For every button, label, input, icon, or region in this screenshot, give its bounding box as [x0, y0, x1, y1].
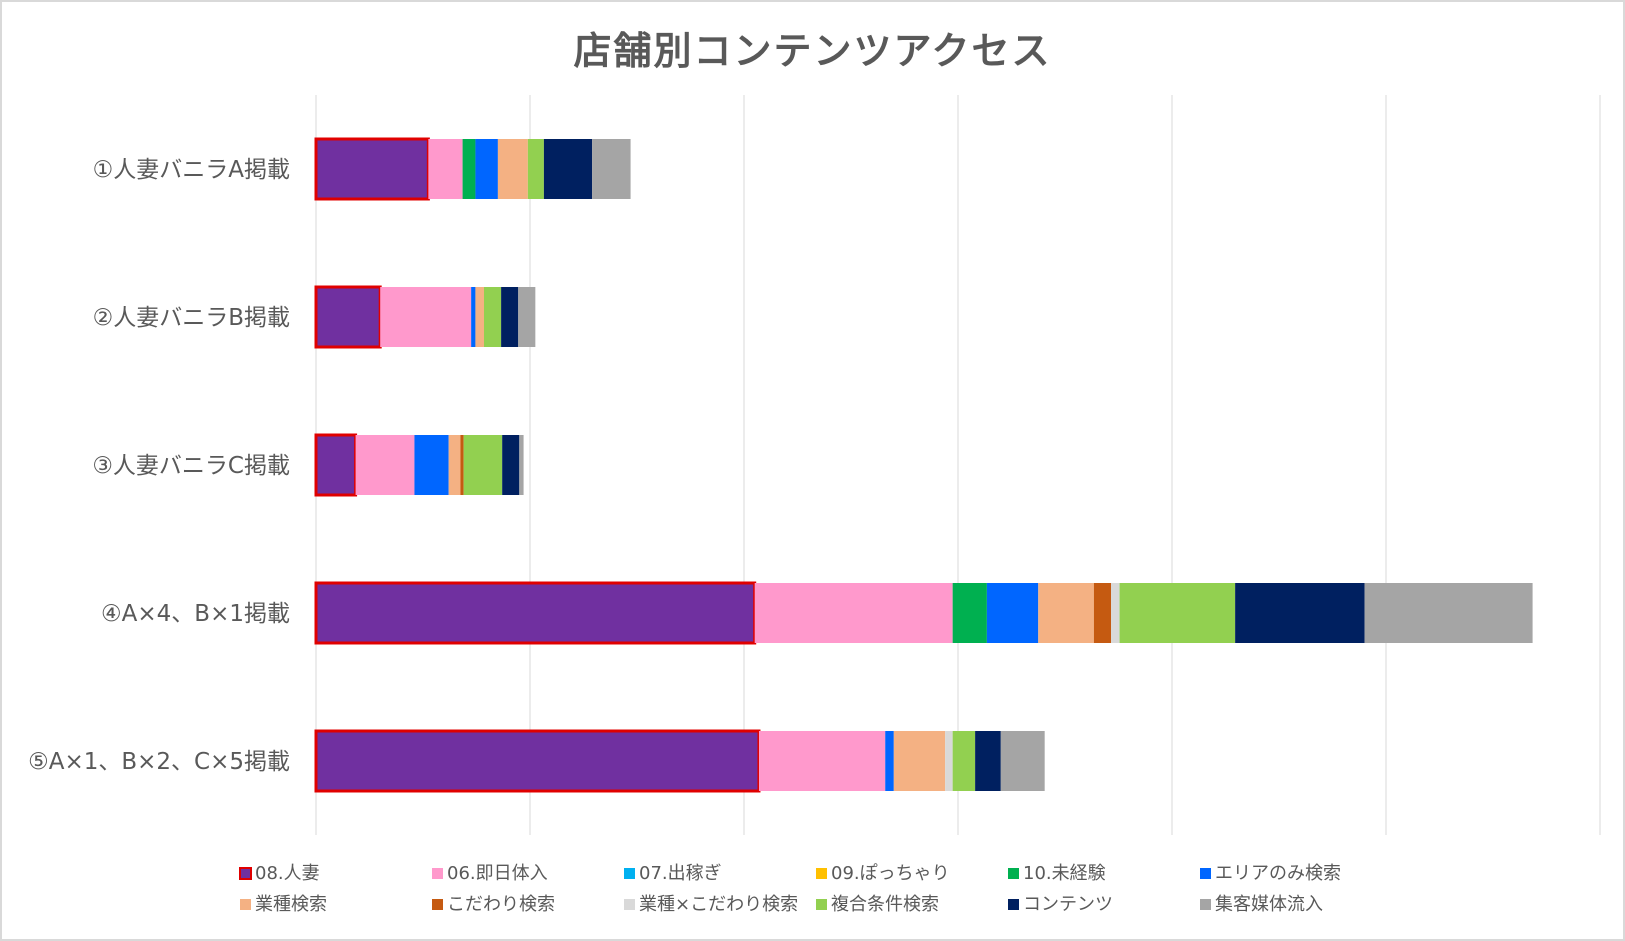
legend-label: 複合条件検索 — [831, 894, 939, 915]
bar-segment — [448, 435, 461, 495]
legend-swatch — [432, 868, 443, 879]
legend-swatch — [816, 868, 827, 879]
bar-segment — [975, 731, 1001, 791]
legend-swatch — [432, 899, 443, 910]
legend-label: 09.ぽっちゃり — [831, 863, 950, 884]
bar-segment — [986, 583, 1039, 643]
bar-segment — [754, 583, 953, 643]
legend-swatch — [1008, 899, 1019, 910]
legend-label: 08.人妻 — [255, 863, 320, 884]
bar-segment — [543, 139, 593, 199]
bar-segment — [893, 731, 946, 791]
legend-swatch — [816, 899, 827, 910]
bar-segment — [501, 287, 519, 347]
legend-label: 集客媒体流入 — [1215, 894, 1323, 915]
category-label: ⑤A×1、B×2、C×5掲載 — [28, 749, 290, 775]
legend-label: コンテンツ — [1023, 894, 1113, 915]
legend-swatch — [624, 899, 635, 910]
category-label: ③人妻バニラC掲載 — [92, 453, 290, 479]
legend: 08.人妻 06.即日体入 07.出稼ぎ 09.ぽっちゃり 10.未経験 エリアのみ検索業… — [239, 863, 1341, 915]
bar-segment — [527, 139, 544, 199]
legend-swatch — [1200, 899, 1211, 910]
bar-segment — [471, 287, 476, 347]
legend-label: 業種×こだわり検索 — [639, 894, 798, 915]
legend-swatch — [1200, 868, 1211, 879]
bar-segment — [428, 139, 463, 199]
bar-segment — [758, 731, 886, 791]
bar-segment — [1119, 583, 1236, 643]
bar-segment — [1364, 583, 1533, 643]
bar-segment — [314, 581, 757, 645]
legend-swatch — [1008, 868, 1019, 879]
legend-label: エリアのみ検索 — [1215, 863, 1341, 884]
bar-segment — [462, 139, 476, 199]
bar-segment — [483, 287, 502, 347]
legend-label: 06.即日体入 — [447, 863, 548, 884]
bar-segment — [1111, 583, 1120, 643]
bar-segment — [314, 729, 761, 793]
bar-segment — [314, 137, 430, 201]
chart-title: 店舗別コンテンツアクセス — [573, 29, 1052, 73]
bar-segment — [952, 583, 987, 643]
legend-label: 07.出稼ぎ — [639, 863, 722, 884]
legend-label: 業種検索 — [255, 894, 327, 915]
bar-segment — [475, 287, 484, 347]
bar-segment — [1000, 731, 1045, 791]
bar-segment — [519, 435, 524, 495]
bars — [314, 137, 1533, 793]
bar-segment — [460, 435, 464, 495]
bar-segment — [518, 287, 536, 347]
bar-segment — [475, 139, 498, 199]
bar-segment — [502, 435, 520, 495]
category-label: ②人妻バニラB掲載 — [93, 305, 290, 331]
bar-segment — [592, 139, 631, 199]
bar-segment — [355, 435, 415, 495]
legend-swatch — [239, 867, 252, 880]
legend-swatch — [240, 899, 251, 910]
bar-segment — [945, 731, 953, 791]
legend-label: 10.未経験 — [1023, 863, 1106, 884]
bar-segment — [314, 433, 358, 497]
bar-segment — [885, 731, 894, 791]
legend-swatch — [624, 868, 635, 879]
bar-segment — [1093, 583, 1112, 643]
bar-segment — [1038, 583, 1094, 643]
category-labels: ①人妻バニラA掲載 ②人妻バニラB掲載 ③人妻バニラC掲載 ④A×4、B×1掲載 ⑤A×… — [28, 157, 290, 775]
bar-segment — [380, 287, 472, 347]
gridlines — [315, 95, 1601, 835]
bar-segment — [1235, 583, 1365, 643]
bar-segment — [497, 139, 528, 199]
category-label: ①人妻バニラA掲載 — [93, 157, 290, 183]
legend-label: こだわり検索 — [447, 894, 555, 915]
bar-segment — [414, 435, 449, 495]
bar-segment — [463, 435, 503, 495]
bar-segment — [314, 285, 382, 349]
category-label: ④A×4、B×1掲載 — [101, 601, 290, 627]
bar-segment — [952, 731, 976, 791]
